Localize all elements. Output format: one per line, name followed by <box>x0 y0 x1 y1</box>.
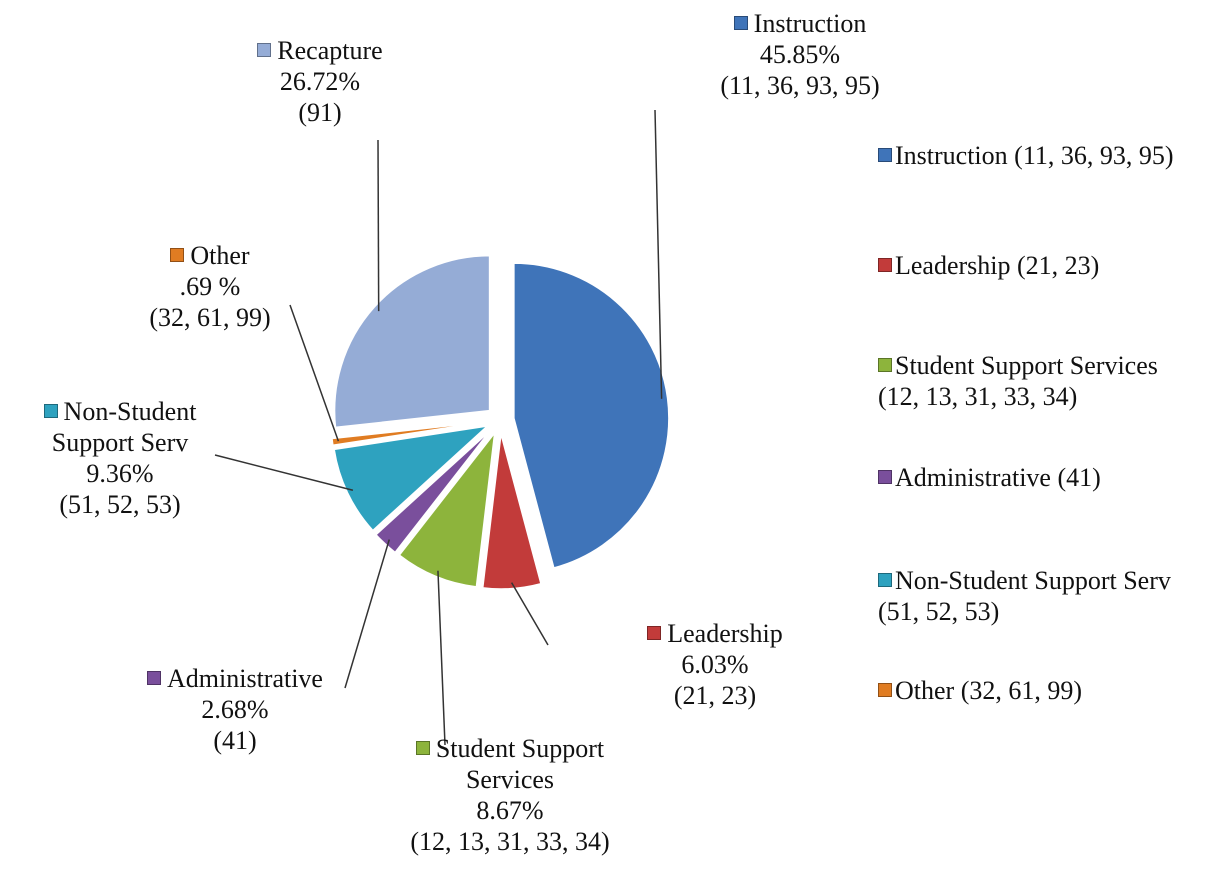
data-label: Non-Student Support Serv 9.36% (51, 52, 5… <box>10 396 230 520</box>
label-name: Recapture <box>277 36 383 65</box>
legend-name: Administrative <box>895 463 1051 492</box>
data-label: Administrative 2.68% (41) <box>115 663 355 756</box>
label-marker <box>43 404 58 418</box>
legend-marker <box>878 683 892 697</box>
legend-codes: (32, 61, 99) <box>960 676 1083 705</box>
label-marker <box>415 741 430 755</box>
legend-codes: (41) <box>1057 463 1101 492</box>
legend-entry: Administrative (41) <box>878 462 1198 493</box>
legend-name: Student Support Services <box>895 351 1158 380</box>
leader-line <box>510 582 549 646</box>
label-codes: (21, 23) <box>673 681 757 710</box>
leader-line <box>214 454 354 491</box>
pie-slice <box>513 262 670 569</box>
legend-entry: Instruction (11, 36, 93, 95) <box>878 140 1198 171</box>
leader-line <box>344 539 390 689</box>
label-marker <box>170 248 185 262</box>
label-head: Leadership <box>647 619 783 648</box>
label-head: Other <box>170 241 250 270</box>
label-marker <box>733 16 748 30</box>
label-name: Instruction <box>753 9 867 38</box>
label-codes: (51, 52, 53) <box>59 490 181 519</box>
label-value: 2.68% <box>201 695 269 724</box>
legend-codes: (51, 52, 53) <box>878 597 1000 626</box>
legend-marker <box>878 148 892 162</box>
leader-line <box>377 139 380 312</box>
label-value: 26.72% <box>279 67 361 96</box>
label-name: Other <box>190 241 250 270</box>
data-label: Other .69 % (32, 61, 99) <box>80 240 340 333</box>
label-value: 8.67% <box>476 796 544 825</box>
label-name: Administrative <box>167 664 323 693</box>
legend-marker <box>878 358 892 372</box>
pie-slice <box>481 433 542 590</box>
label-name: Student Support Services <box>435 734 605 794</box>
label-head: Administrative <box>115 663 355 694</box>
pie-slice <box>331 421 487 447</box>
legend-entry: Student Support Services (12, 13, 31, 33… <box>878 350 1198 412</box>
data-label: Instruction 45.85% (11, 36, 93, 95) <box>680 8 920 101</box>
label-marker <box>147 671 161 685</box>
leader-line <box>437 570 446 746</box>
label-name: Leadership <box>667 619 783 648</box>
label-codes: (91) <box>298 98 342 127</box>
label-codes: (32, 61, 99) <box>149 303 271 332</box>
label-codes: (41) <box>213 726 257 755</box>
label-value: 9.36% <box>86 459 154 488</box>
legend-name: Other <box>895 676 955 705</box>
label-value: .69 % <box>179 272 241 301</box>
leader-line <box>654 109 663 399</box>
label-head: Student Support Services <box>415 734 605 794</box>
label-marker <box>257 43 272 57</box>
label-codes: (12, 13, 31, 33, 34) <box>410 827 610 856</box>
label-marker <box>647 626 662 640</box>
label-codes: (11, 36, 93, 95) <box>720 71 880 100</box>
legend-name: Instruction <box>895 141 1008 170</box>
label-name: Non-Student Support Serv <box>51 397 197 457</box>
data-label: Leadership 6.03% (21, 23) <box>565 618 865 711</box>
legend-entry: Leadership (21, 23) <box>878 250 1198 281</box>
legend-marker <box>878 470 892 484</box>
label-value: 6.03% <box>681 650 749 679</box>
label-head: Instruction <box>680 8 920 39</box>
pie-slice <box>374 429 492 554</box>
pie-slice <box>398 430 496 588</box>
legend-name: Leadership <box>895 251 1011 280</box>
leader-line <box>289 304 340 442</box>
legend-codes: (11, 36, 93, 95) <box>1014 141 1174 170</box>
pie-slice <box>333 254 491 429</box>
label-head: Non-Student Support Serv <box>43 397 197 457</box>
legend-codes: (12, 13, 31, 33, 34) <box>878 382 1078 411</box>
legend-entry: Other (32, 61, 99) <box>878 675 1198 706</box>
pie-slice <box>333 424 490 532</box>
legend-marker <box>878 573 892 587</box>
data-label: Student Support Services 8.67% (12, 13, 3… <box>390 733 630 857</box>
legend-marker <box>878 258 892 272</box>
legend-codes: (21, 23) <box>1017 251 1100 280</box>
label-value: 45.85% <box>759 40 841 69</box>
legend-entry: Non-Student Support Serv (51, 52, 53) <box>878 565 1198 627</box>
legend-name: Non-Student Support Serv <box>895 566 1171 595</box>
data-label: Recapture 26.72% (91) <box>210 35 430 128</box>
label-head: Recapture <box>210 35 430 66</box>
